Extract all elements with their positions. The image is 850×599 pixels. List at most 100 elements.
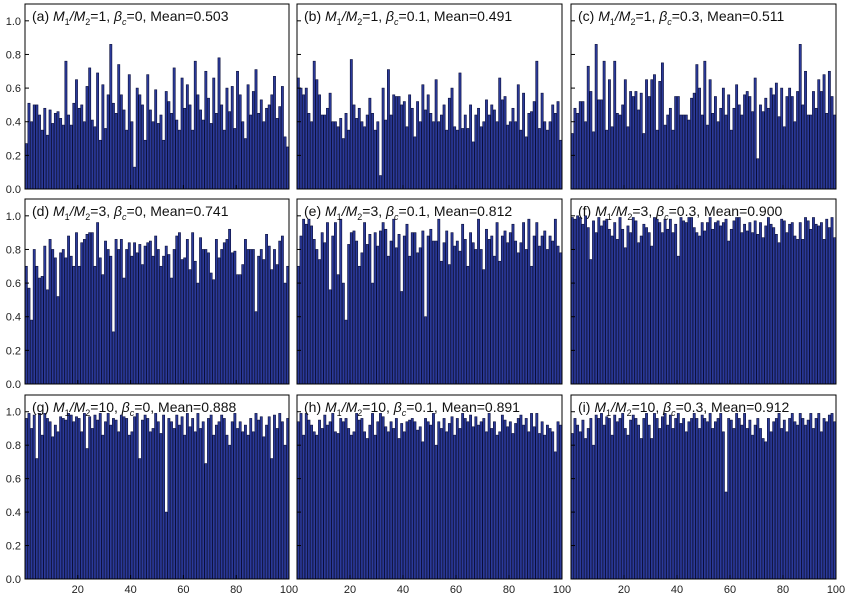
bar — [109, 424, 113, 580]
bar — [228, 228, 232, 385]
bar — [724, 218, 728, 385]
bar — [761, 111, 765, 190]
bar — [244, 424, 247, 580]
bar — [682, 220, 686, 385]
bar — [735, 84, 739, 190]
bar — [594, 44, 598, 190]
bar — [708, 217, 712, 385]
bar — [394, 96, 398, 190]
bar — [61, 249, 65, 385]
bar — [225, 434, 229, 580]
bar — [538, 128, 541, 190]
bar — [85, 86, 89, 190]
bar — [809, 413, 813, 580]
bar — [695, 418, 699, 580]
bar — [642, 223, 646, 385]
bar — [106, 249, 110, 385]
bar — [373, 232, 377, 385]
bar — [220, 249, 224, 385]
bar — [812, 217, 815, 385]
bar — [53, 257, 57, 385]
bar — [440, 260, 443, 385]
bar — [503, 96, 507, 190]
bar — [729, 228, 733, 385]
bar — [323, 114, 327, 190]
bar — [320, 232, 324, 385]
bar — [344, 319, 348, 385]
bar — [101, 434, 105, 580]
bar — [490, 235, 494, 385]
bar — [59, 118, 63, 190]
bar — [43, 107, 47, 190]
bar — [524, 249, 528, 385]
bar — [162, 139, 166, 190]
bar — [262, 121, 266, 190]
bar — [379, 230, 382, 385]
bar — [589, 418, 593, 580]
bar — [447, 264, 451, 385]
bar — [440, 114, 443, 190]
bar — [67, 114, 70, 190]
bar — [732, 428, 736, 580]
y-tick-label: 0.8 — [6, 244, 21, 256]
bar — [307, 419, 311, 580]
bar — [88, 67, 92, 190]
bar — [392, 428, 396, 580]
bar — [341, 138, 345, 190]
bar — [666, 114, 670, 190]
bar — [170, 113, 173, 190]
y-tick-label: 0.6 — [6, 278, 21, 290]
bar — [379, 175, 382, 190]
bar — [629, 419, 633, 580]
bar — [793, 421, 797, 580]
panel-c: (c) M1/M2=1, βc=0.3, Mean=0.511 — [570, 3, 837, 190]
bar — [833, 421, 837, 580]
bar — [772, 227, 776, 385]
bar — [170, 277, 173, 385]
bar — [302, 94, 306, 190]
bar — [690, 217, 693, 385]
bar — [352, 104, 356, 190]
bar — [514, 240, 518, 385]
bar — [474, 114, 478, 190]
bar — [156, 123, 160, 190]
bar — [27, 102, 31, 190]
bar — [286, 265, 290, 385]
panel-a: 0.0 0.2 0.4 0.6 0.8 1.0 (a) M1/M2=1, βc=0, Mea… — [6, 3, 290, 196]
bar — [440, 428, 443, 580]
bar — [35, 265, 39, 385]
bar — [188, 104, 192, 190]
plot-frame — [24, 3, 290, 190]
bar — [463, 239, 467, 385]
bar — [578, 101, 582, 190]
bar — [154, 89, 158, 190]
bar — [785, 232, 789, 385]
bar — [716, 220, 720, 385]
bar — [315, 249, 319, 385]
bar — [183, 257, 187, 385]
bar — [413, 136, 417, 190]
bar — [410, 107, 414, 190]
bar — [437, 218, 441, 385]
y-tick-label: 0.0 — [6, 184, 21, 196]
bar — [615, 239, 619, 385]
bar — [426, 235, 430, 385]
bar — [82, 413, 86, 580]
bar — [180, 416, 184, 580]
bar — [437, 121, 441, 190]
bar — [59, 252, 63, 385]
panel-g: 0.0 0.2 0.4 0.6 0.8 1.0 20 40 60 80 100 (g) M1/M2=1… — [6, 394, 298, 596]
bar — [236, 70, 239, 190]
bar — [466, 265, 470, 385]
bar — [796, 424, 799, 580]
bar — [233, 413, 237, 580]
bar — [745, 91, 749, 190]
bar — [581, 101, 585, 190]
bar — [716, 418, 720, 580]
bar — [180, 259, 184, 385]
bar — [639, 235, 643, 385]
bar — [106, 413, 110, 580]
bar — [283, 444, 287, 580]
bar — [806, 114, 810, 190]
bar — [51, 436, 55, 580]
